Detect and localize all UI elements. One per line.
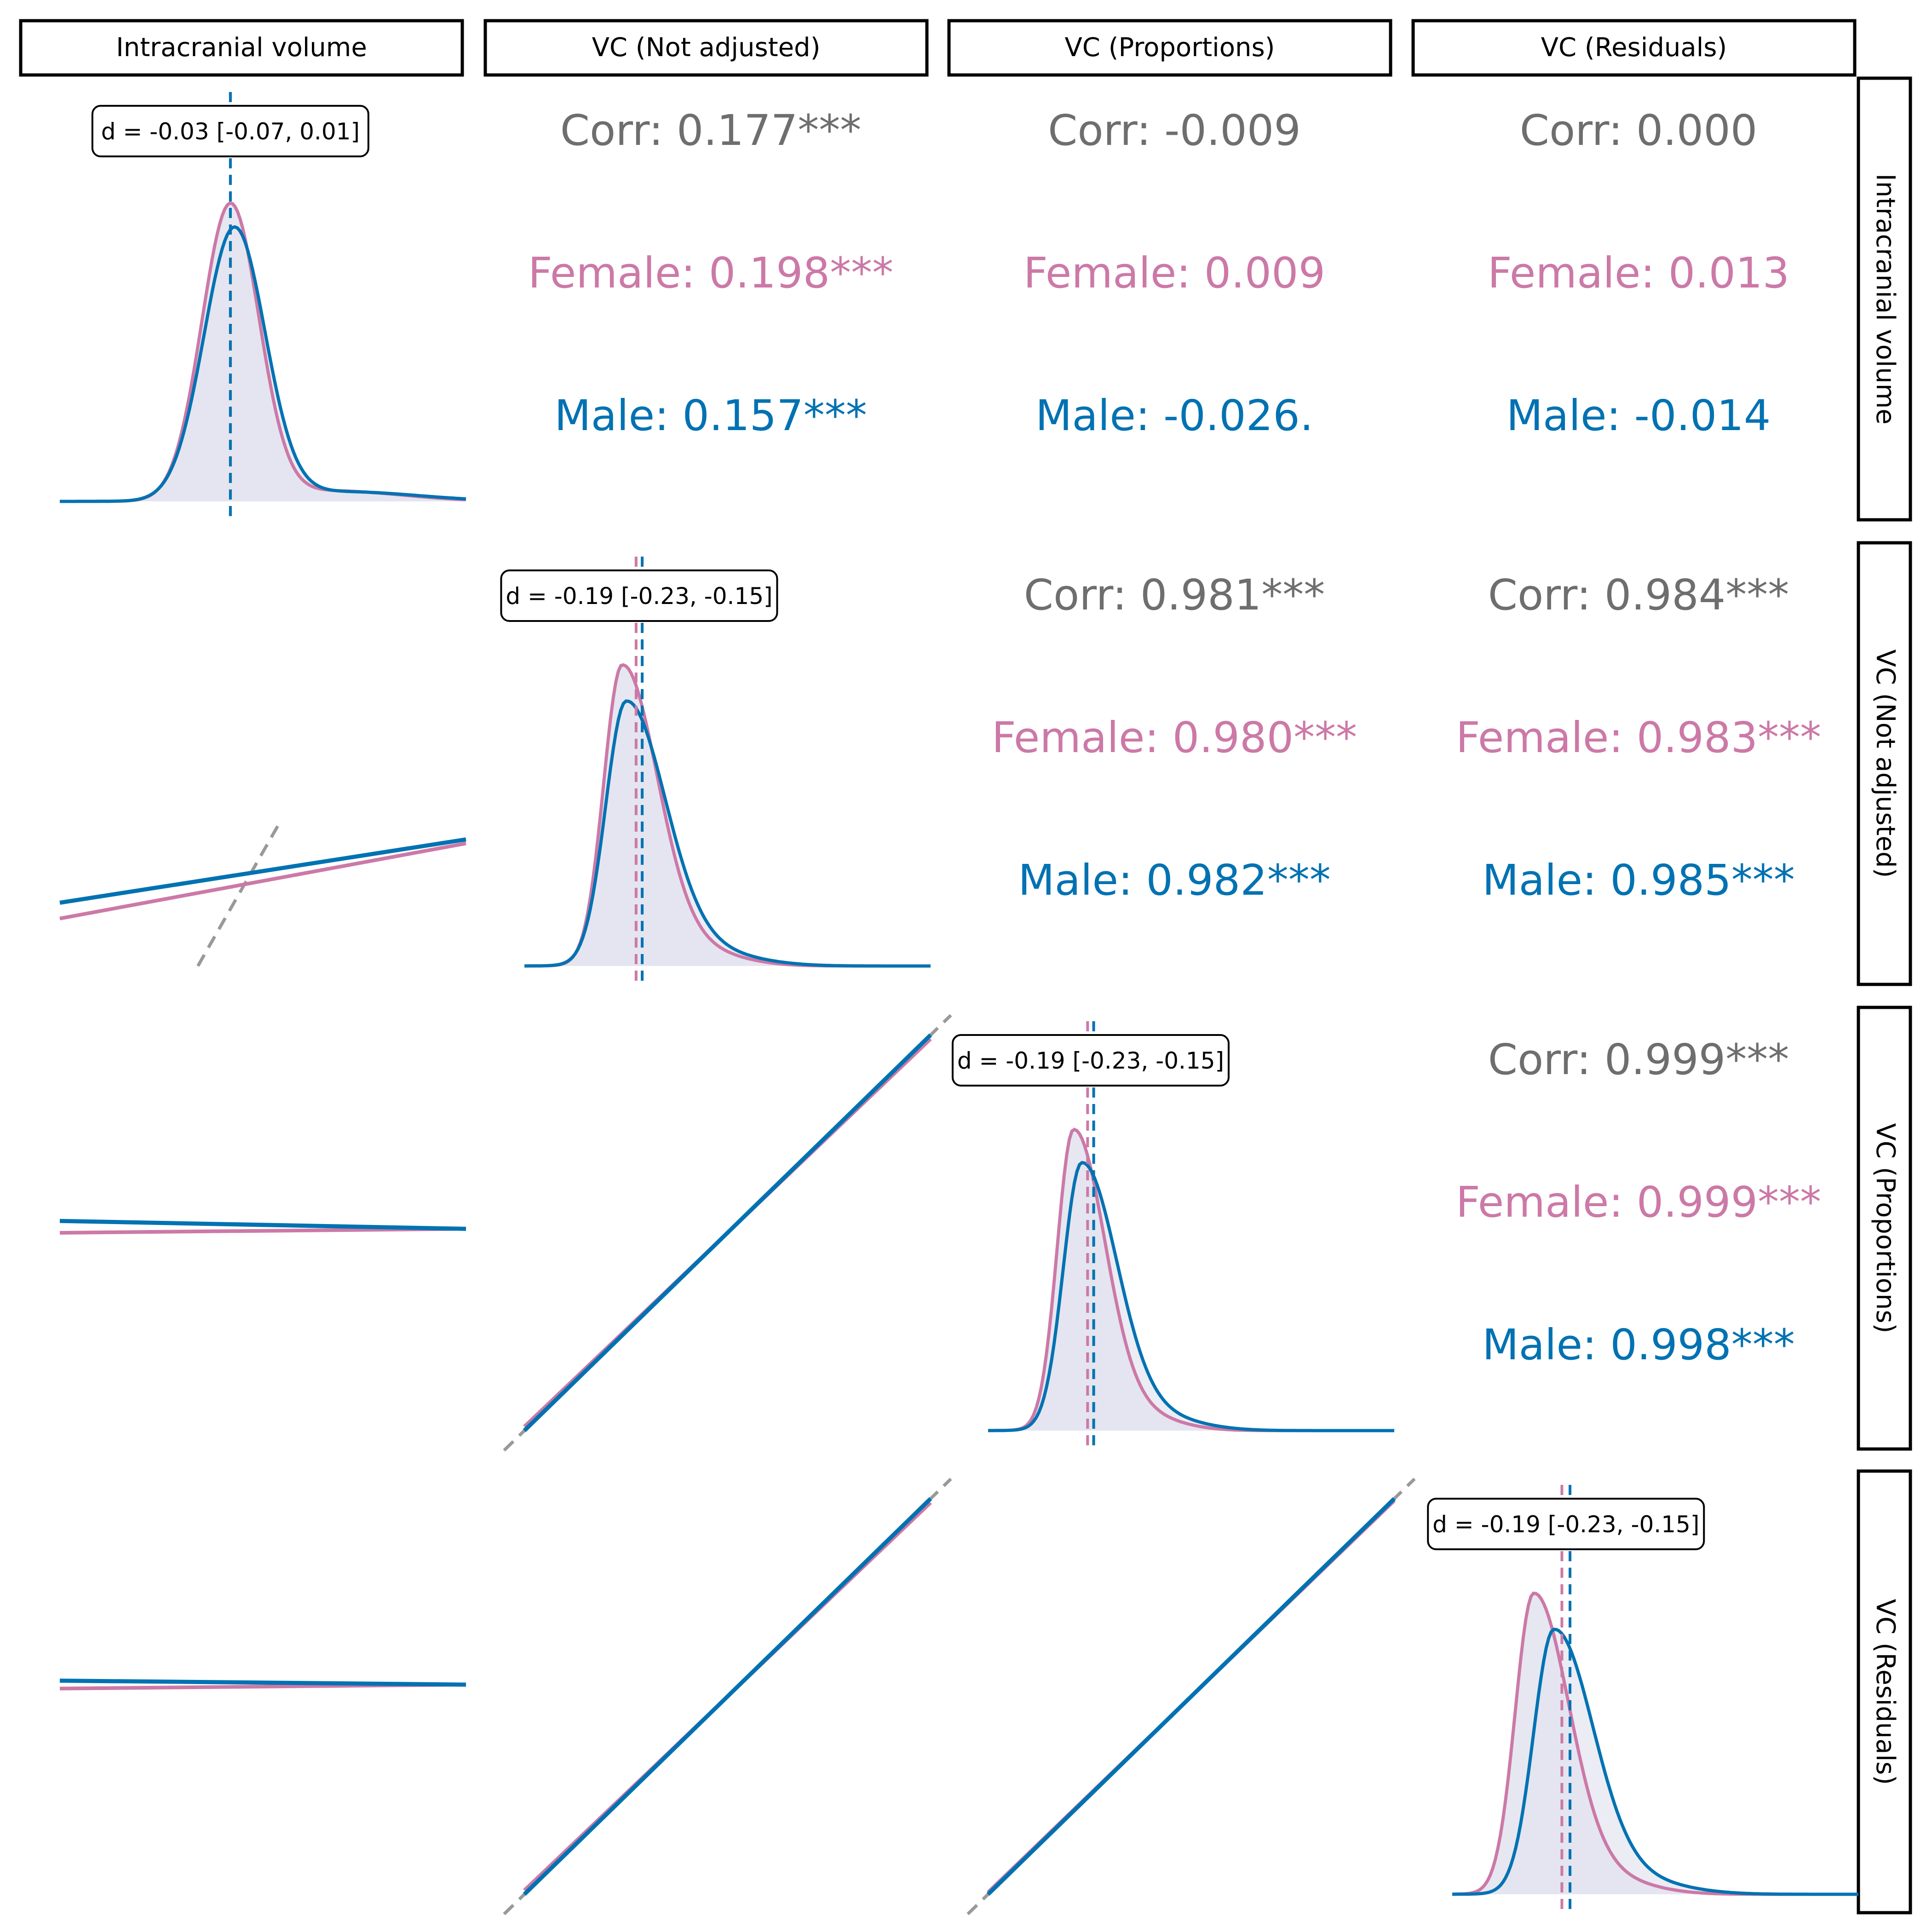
corr-panel-intracranial-volume-vc-residuals: Corr: 0.000 Female: 0.013 Male: -0.014: [1488, 106, 1789, 440]
scatter-panel-vc-proportions-intracranial-volume: [59, 1219, 466, 1235]
density-curve-male: [524, 699, 931, 968]
column-strip-label: VC (Residuals): [1541, 33, 1727, 63]
panel-grid: d = -0.03 [-0.07, 0.01] d = -0.19 [-0.23,…: [59, 92, 1858, 1915]
column-strip-label: VC (Proportions): [1064, 33, 1275, 63]
corr-male-label: Male: 0.157***: [554, 391, 867, 440]
corr-total-label: Corr: 0.981***: [1024, 570, 1325, 620]
corr-female-label: Female: 0.999***: [1456, 1178, 1821, 1227]
corr-panel-intracranial-volume-vc-proportions: Corr: -0.009 Female: 0.009 Male: -0.026.: [1024, 106, 1325, 440]
corr-total-label: Corr: 0.177***: [560, 106, 862, 155]
column-strips: Intracranial volume VC (Not adjusted) VC (…: [19, 19, 1857, 77]
corr-female-label: Female: 0.198***: [528, 248, 893, 298]
density-curve-male: [988, 1161, 1394, 1432]
corr-female-label: Female: 0.980***: [992, 713, 1357, 762]
density-fill-male: [60, 227, 466, 501]
regression-line-male: [523, 1033, 932, 1432]
corr-panel-vc-not-adjusted-vc-proportions: Corr: 0.981*** Female: 0.980*** Male: 0.98…: [992, 570, 1357, 905]
density-curve-male: [1452, 1627, 1858, 1896]
regression-line-male: [59, 837, 466, 905]
effect-size-label: d = -0.19 [-0.23, -0.15]: [957, 1047, 1224, 1074]
row-strip-intracranial-volume: [1857, 76, 1912, 522]
regression-line-male: [523, 1497, 932, 1896]
regression-line-male: [59, 1219, 466, 1231]
effect-size-box: [91, 105, 369, 157]
density-panel-intracranial-volume: d = -0.03 [-0.07, 0.01]: [60, 92, 466, 520]
row-strip-vc-residuals: [1857, 1469, 1912, 1915]
scatter-panel-vc-proportions-vc-not-adjusted: [503, 1014, 952, 1452]
corr-female-label: Female: 0.983***: [1456, 713, 1821, 762]
density-fill-male: [524, 701, 931, 966]
row-strip-label: Intracranial volume: [1870, 173, 1900, 425]
density-curve-male: [60, 225, 466, 503]
density-curve-female: [524, 663, 931, 968]
column-strip-intracranial-volume: [19, 19, 464, 77]
corr-male-label: Male: 0.985***: [1482, 856, 1795, 905]
regression-line-male: [986, 1497, 1396, 1896]
corr-total-label: Corr: 0.984***: [1488, 570, 1789, 620]
scatter-panel-vc-residuals-intracranial-volume: [59, 1679, 466, 1690]
row-strip-label: VC (Not adjusted): [1870, 650, 1900, 878]
column-strip-label: Intracranial volume: [116, 33, 367, 63]
corr-total-label: Corr: -0.009: [1048, 106, 1301, 155]
effect-size-label: d = -0.03 [-0.07, 0.01]: [101, 118, 360, 145]
row-strip-vc-not-adjusted: [1857, 541, 1912, 986]
effect-size-label: d = -0.19 [-0.23, -0.15]: [506, 583, 772, 610]
scatter-panel-vc-residuals-vc-not-adjusted: [503, 1478, 952, 1915]
corr-male-label: Male: -0.014: [1506, 391, 1771, 440]
corr-total-label: Corr: 0.000: [1520, 106, 1758, 155]
row-strip-vc-proportions: [1857, 1006, 1912, 1451]
density-panel-vc-proportions: d = -0.19 [-0.23, -0.15]: [951, 1021, 1394, 1449]
scatter-panel-vc-residuals-vc-proportions: [966, 1478, 1416, 1915]
density-panel-vc-residuals: d = -0.19 [-0.23, -0.15]: [1427, 1485, 1858, 1913]
column-strip-vc-not-adjusted: [483, 19, 929, 77]
density-fill-male: [1452, 1629, 1858, 1894]
column-strip-vc-residuals: [1411, 19, 1857, 77]
row-strips: Intracranial volume VC (Not adjusted) VC (…: [1857, 76, 1912, 1915]
column-strip-label: VC (Not adjusted): [592, 33, 821, 63]
scatter-panel-vc-not-adjusted-intracranial-volume: [59, 822, 466, 967]
effect-size-box: [500, 569, 778, 622]
corr-female-label: Female: 0.009: [1024, 248, 1325, 298]
effect-size-box: [951, 1034, 1230, 1087]
density-fill-male: [988, 1162, 1394, 1431]
effect-size-label: d = -0.19 [-0.23, -0.15]: [1432, 1511, 1699, 1538]
corr-female-label: Female: 0.013: [1488, 248, 1789, 298]
corr-total-label: Corr: 0.999***: [1488, 1035, 1789, 1084]
column-strip-vc-proportions: [947, 19, 1392, 77]
regression-line-female: [59, 841, 466, 920]
corr-male-label: Male: 0.998***: [1482, 1320, 1795, 1369]
corr-panel-vc-not-adjusted-vc-residuals: Corr: 0.984*** Female: 0.983*** Male: 0.98…: [1456, 570, 1821, 905]
corr-panel-intracranial-volume-vc-not-adjusted: Corr: 0.177*** Female: 0.198*** Male: 0.15…: [528, 106, 893, 440]
identity-line: [196, 822, 281, 967]
row-strip-label: VC (Proportions): [1870, 1123, 1900, 1333]
regression-line-male: [59, 1679, 466, 1687]
corr-panel-vc-proportions-vc-residuals: Corr: 0.999*** Female: 0.999*** Male: 0.99…: [1456, 1035, 1821, 1369]
row-strip-label: VC (Residuals): [1870, 1599, 1900, 1785]
density-panel-vc-not-adjusted: d = -0.19 [-0.23, -0.15]: [500, 557, 931, 984]
corr-male-label: Male: -0.026.: [1035, 391, 1313, 440]
corr-male-label: Male: 0.982***: [1018, 856, 1331, 905]
effect-size-box: [1427, 1498, 1705, 1550]
